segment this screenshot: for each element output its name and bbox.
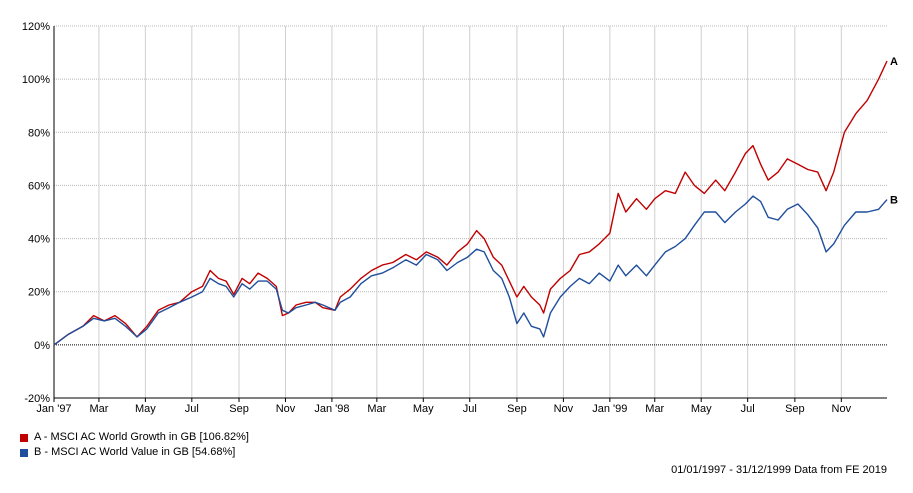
x-tick-label: Mar (645, 403, 664, 415)
legend-swatch-a (20, 433, 28, 442)
y-tick-label: 100% (22, 74, 50, 86)
chart-axes (53, 26, 887, 402)
y-tick-label: -20% (24, 393, 50, 405)
chart-legend: A - MSCI AC World Growth in GB [106.82%]… (20, 430, 249, 460)
legend-swatch-b (20, 448, 28, 457)
x-tick-label: Nov (832, 403, 852, 415)
y-tick-label: 20% (28, 287, 50, 299)
legend-item-a[interactable]: A - MSCI AC World Growth in GB [106.82%] (20, 430, 249, 445)
x-tick-label: Nov (554, 403, 574, 415)
series-end-labels: AB (890, 56, 898, 207)
x-axis-tick-labels: Jan '97 Mar May Jul Sep Nov Jan '98 Mar May Jul Se… (36, 403, 851, 415)
legend-label-a: A - MSCI AC World Growth in GB [106.82%] (34, 431, 249, 443)
x-tick-label: Mar (367, 403, 386, 415)
legend-item-b[interactable]: B - MSCI AC World Value in GB [54.68%] (20, 445, 249, 460)
x-tick-label: Jul (463, 403, 477, 415)
y-tick-label: 0% (34, 340, 50, 352)
series-group (53, 60, 888, 346)
x-tick-label: Sep (507, 403, 527, 415)
y-tick-label: 80% (28, 127, 50, 139)
series-end-label-b: B (890, 195, 898, 207)
x-tick-label: May (135, 403, 156, 415)
y-tick-label: 40% (28, 234, 50, 246)
x-tick-label: May (413, 403, 434, 415)
x-tick-label: Jan '98 (314, 403, 349, 415)
legend-label-b: B - MSCI AC World Value in GB [54.68%] (34, 446, 236, 458)
x-tick-label: Nov (276, 403, 296, 415)
y-axis-tick-labels: -20% 0% 20% 40% 60% 80% 100% 120% (22, 21, 50, 405)
series-line-a (53, 60, 888, 346)
x-tick-label: Jul (185, 403, 199, 415)
x-tick-label: Sep (229, 403, 249, 415)
x-tick-label: Jul (741, 403, 755, 415)
grid-lines (54, 25, 887, 399)
x-tick-label: Jan '97 (36, 403, 71, 415)
series-end-label-a: A (890, 56, 898, 68)
y-tick-label: 120% (22, 21, 50, 33)
source-footer: 01/01/1997 - 31/12/1999 Data from FE 201… (671, 464, 887, 476)
x-tick-label: May (691, 403, 712, 415)
x-tick-label: Jan '99 (592, 403, 627, 415)
x-tick-label: Sep (785, 403, 805, 415)
y-tick-label: 60% (28, 180, 50, 192)
series-line-b (53, 195, 888, 346)
x-tick-label: Mar (89, 403, 108, 415)
